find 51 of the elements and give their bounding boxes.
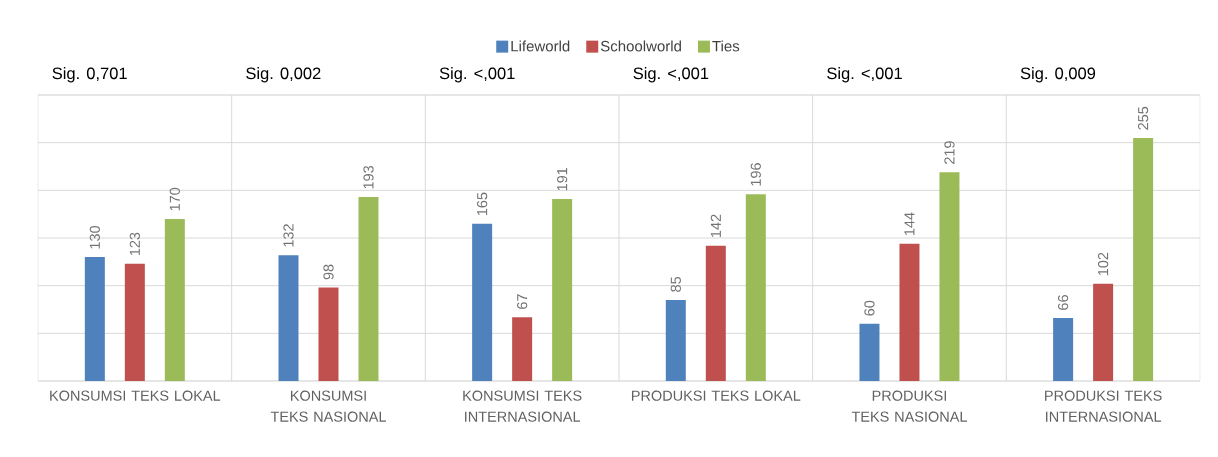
- bar: [278, 255, 299, 381]
- bar: [84, 257, 105, 381]
- data-label: 193: [363, 165, 374, 189]
- bar: [512, 317, 533, 381]
- bar: [705, 245, 726, 381]
- legend-label: Schoolworld: [600, 40, 681, 52]
- x-tick-label: KONSUMSI TEKS NASIONAL: [270, 390, 387, 422]
- data-label: 67: [517, 294, 528, 309]
- x-tick-label: KONSUMSI TEKS LOKAL: [50, 390, 221, 401]
- bar: [552, 198, 573, 381]
- bar: [899, 243, 920, 381]
- data-label: 255: [1137, 106, 1149, 130]
- x-tick-label: KONSUMSI TEKS INTERNASIONAL: [463, 390, 582, 422]
- bar: [164, 218, 185, 381]
- x-tick-label: PRODUKSI TEKS NASIONAL: [851, 390, 967, 422]
- data-label: 144: [904, 212, 915, 236]
- data-label: 60: [864, 300, 875, 316]
- data-label: 102: [1097, 252, 1109, 276]
- bar: [665, 299, 686, 381]
- text: Sig. 0,009: [1020, 67, 1096, 83]
- bar: [472, 223, 493, 381]
- bar: [745, 194, 766, 381]
- data-label: 132: [283, 224, 294, 247]
- data-label: 191: [557, 167, 568, 191]
- bar: [1133, 137, 1154, 381]
- data-label: 123: [129, 232, 140, 256]
- data-label: 196: [750, 163, 761, 186]
- bar: [859, 323, 880, 381]
- data-label: 142: [710, 214, 721, 237]
- bar: [1053, 318, 1074, 381]
- data-label: 130: [89, 225, 100, 249]
- text: Sig. <,001: [439, 67, 515, 83]
- bar: [318, 287, 339, 381]
- bar: [939, 172, 960, 381]
- data-label: 165: [477, 192, 488, 216]
- legend-label: Ties: [712, 40, 740, 52]
- text: Sig. 0,701: [52, 67, 127, 83]
- bar: [1093, 283, 1114, 381]
- data-label: 85: [670, 276, 681, 292]
- text: Sig. <,001: [633, 67, 709, 83]
- legend-label: Lifeworld: [511, 40, 570, 52]
- data-label: 66: [1057, 295, 1069, 310]
- data-label: 98: [323, 264, 334, 280]
- text: Sig. <,001: [827, 67, 902, 83]
- x-tick-label: PRODUKSI TEKS INTERNASIONAL: [1045, 390, 1162, 422]
- text: Sig. 0,002: [246, 67, 321, 83]
- data-label: 219: [944, 141, 955, 164]
- x-tick-label: PRODUKSI TEKS LOKAL: [631, 390, 801, 401]
- bar: [358, 197, 379, 381]
- data-label: 170: [169, 187, 180, 211]
- bar: [124, 263, 145, 381]
